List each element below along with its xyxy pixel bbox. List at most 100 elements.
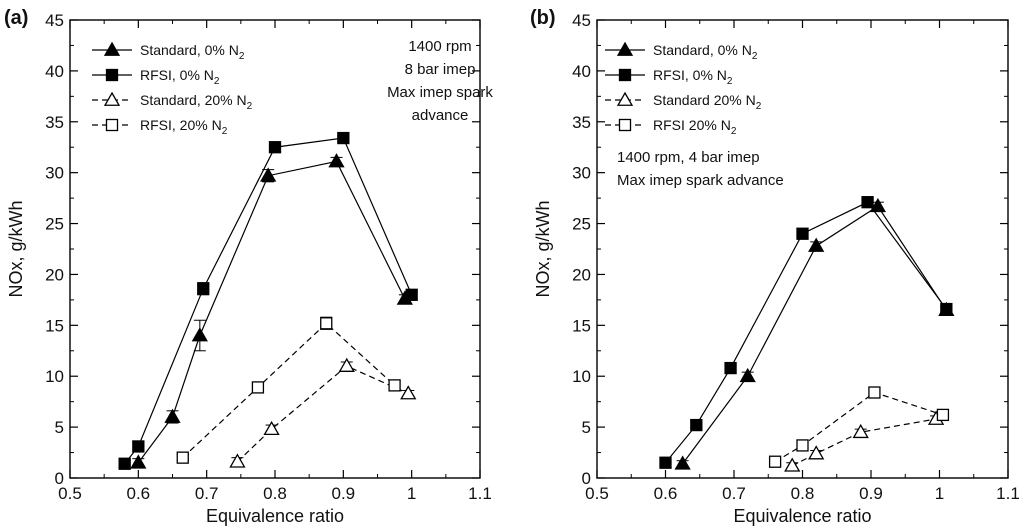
x-tick-label: 1.1: [996, 484, 1020, 503]
x-tick-label: 0.5: [585, 484, 609, 503]
legend-label: Standard 20% N2: [653, 92, 762, 112]
data-point: [869, 197, 886, 213]
data-point: [868, 386, 881, 399]
data-point: [388, 379, 401, 392]
chart-panel-b: 0.5 0.6 0.7 0.8 0.9 1 1.1 0 5 10 15 20 25 30 35 40 45 Equ…: [530, 7, 1020, 526]
y-axis-title: NOx, g/kWh: [533, 200, 553, 297]
x-tick-label: 1.1: [468, 484, 492, 503]
data-point: [328, 153, 345, 168]
series-0: [674, 197, 955, 470]
x-tick-label: 1: [935, 484, 944, 503]
x-axis-title: Equivalence ratio: [206, 506, 344, 526]
legend-marker: [103, 91, 121, 106]
annotation-line: 1400 rpm, 4 bar imep: [617, 149, 760, 166]
legend-marker: [105, 118, 119, 132]
data-point: [405, 288, 418, 301]
annotation-line: 8 bar imep: [405, 61, 476, 78]
data-point: [796, 227, 809, 240]
legend-label: Standard, 0% N2: [140, 42, 245, 62]
series-line: [774, 391, 944, 463]
data-point: [768, 455, 782, 468]
data-point: [164, 408, 181, 423]
data-point: [176, 451, 189, 464]
y-axis-title: NOx, g/kWh: [6, 200, 26, 297]
data-point: [861, 196, 874, 209]
y-tick-label: 10: [572, 367, 591, 386]
legend-marker: [618, 118, 632, 132]
y-tick-label: 0: [582, 469, 591, 488]
x-tick-label: 0.8: [791, 484, 815, 503]
y-tick-label: 20: [572, 265, 591, 284]
legend-marker: [618, 68, 632, 82]
y-tick-label: 15: [45, 316, 64, 335]
series-line: [791, 418, 937, 467]
data-point: [337, 131, 350, 145]
data-point: [229, 453, 246, 468]
y-tick-label: 30: [45, 164, 64, 183]
series-line: [124, 137, 413, 465]
legend-marker: [105, 68, 119, 82]
legend-label: RFSI 20% N2: [653, 117, 737, 137]
data-point: [808, 237, 825, 252]
annotation-line: 1400 rpm: [408, 38, 471, 55]
data-point: [659, 456, 672, 469]
y-tick-label: 45: [45, 11, 64, 30]
y-tick-label: 40: [572, 62, 591, 81]
data-point: [808, 445, 825, 460]
x-tick-label: 0.9: [859, 484, 883, 503]
y-tick-label: 0: [55, 469, 64, 488]
y-tick-label: 5: [582, 418, 591, 437]
series-3: [176, 316, 401, 464]
legend-label: Standard, 20% N2: [140, 92, 253, 112]
data-point: [268, 141, 282, 154]
data-point: [852, 423, 869, 439]
series-1: [659, 196, 953, 469]
x-tick-label: 0.7: [722, 484, 746, 503]
data-point: [260, 167, 277, 182]
x-tick-label: 0.7: [195, 484, 219, 503]
y-tick-label: 10: [45, 367, 64, 386]
data-point: [197, 282, 210, 295]
data-point: [338, 357, 355, 372]
data-point: [940, 302, 953, 316]
x-tick-label: 0.9: [332, 484, 356, 503]
series-line: [665, 201, 947, 464]
y-tick-label: 15: [572, 316, 591, 335]
series-1: [118, 131, 418, 470]
data-point: [118, 457, 131, 470]
data-point: [690, 418, 703, 432]
series-line: [182, 322, 395, 459]
data-point: [263, 420, 280, 436]
chart-panel-a: 0.5 0.6 0.7 0.8 0.9 1 1.1 0 5 10 15 20 25 30 35 40 45 Equ…: [4, 7, 493, 526]
data-point: [130, 454, 147, 469]
series-2: [784, 410, 945, 472]
data-point: [724, 361, 737, 375]
x-tick-label: 1: [407, 484, 416, 503]
series-line: [237, 365, 409, 463]
y-tick-label: 40: [45, 62, 64, 81]
y-tick-label: 35: [572, 113, 591, 132]
data-point: [936, 408, 950, 422]
annotation-line: Max imep spark: [387, 84, 493, 101]
legend-marker: [616, 91, 634, 106]
y-tick-label: 30: [572, 164, 591, 183]
y-tick-label: 35: [45, 113, 64, 132]
data-point: [132, 440, 145, 453]
data-point: [320, 317, 333, 330]
data-point: [400, 385, 417, 400]
data-point: [739, 367, 756, 383]
y-tick-label: 5: [55, 418, 64, 437]
y-tick-label: 25: [572, 215, 591, 234]
panel-label: (b): [530, 7, 556, 29]
data-point: [191, 327, 208, 342]
legend: Standard, 0% N2 RFSI, 0% N2 Standard 20% N…: [605, 41, 762, 137]
series-3: [768, 386, 950, 468]
y-tick-label: 25: [45, 215, 64, 234]
y-tick-label: 20: [45, 265, 64, 284]
legend-marker: [616, 41, 634, 56]
x-axis-title: Equivalence ratio: [733, 506, 871, 526]
legend: Standard, 0% N2 RFSI, 0% N2 Standard, 20% …: [92, 41, 253, 137]
data-point: [796, 439, 809, 452]
x-tick-label: 0.5: [58, 484, 82, 503]
